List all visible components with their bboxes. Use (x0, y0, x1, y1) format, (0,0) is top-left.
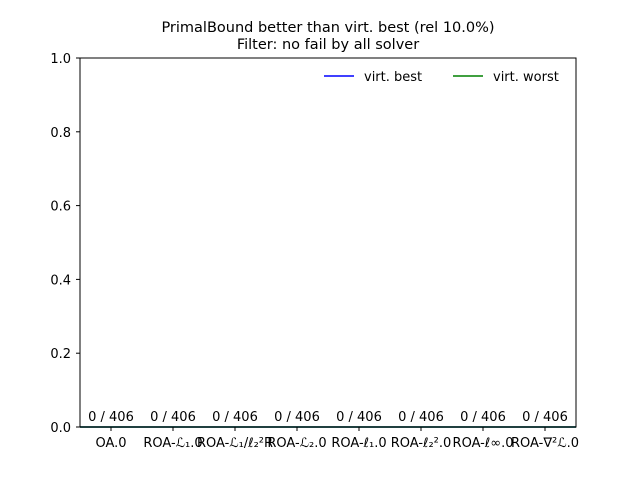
legend-label: virt. worst (493, 70, 559, 85)
x-tick-label: ROA-∇²ℒ.0 (511, 436, 579, 451)
y-tick-label: 0.0 (50, 421, 71, 436)
legend: virt. best virt. worst (324, 70, 559, 85)
x-tick-label: OA.0 (95, 436, 126, 451)
y-tick-label: 0.2 (50, 347, 71, 362)
x-tick-label: ROA-ℓ∞.0 (453, 436, 514, 451)
x-tick-label: ROA-ℓ₂².0 (391, 436, 452, 451)
legend-label: virt. best (364, 70, 422, 85)
bar-value-label: 0 / 406 (212, 410, 258, 425)
bar-value-label: 0 / 406 (150, 410, 196, 425)
chart-subtitle: Filter: no fail by all solver (237, 37, 419, 53)
y-tick-label: 0.4 (50, 273, 71, 288)
axes-frame (79, 57, 577, 428)
x-tick-label: ROA-ℒ₁/ℓ₂²R (197, 436, 273, 451)
bar-value-label: 0 / 406 (522, 410, 568, 425)
bar-value-label: 0 / 406 (336, 410, 382, 425)
y-tick-label: 0.8 (50, 126, 71, 141)
y-tick-label: 1.0 (50, 52, 71, 67)
bar-value-label: 0 / 406 (274, 410, 320, 425)
y-tick-label: 0.6 (50, 200, 71, 215)
bar-value-label: 0 / 406 (460, 410, 506, 425)
bar-value-label: 0 / 406 (88, 410, 134, 425)
x-tick-label: ROA-ℓ₁.0 (331, 436, 386, 451)
x-tick-label: ROA-ℒ₂.0 (267, 436, 326, 451)
chart-title: PrimalBound better than virt. best (rel … (161, 20, 494, 36)
bar-value-label: 0 / 406 (398, 410, 444, 425)
x-tick-label: ROA-ℒ₁.0 (143, 436, 202, 451)
